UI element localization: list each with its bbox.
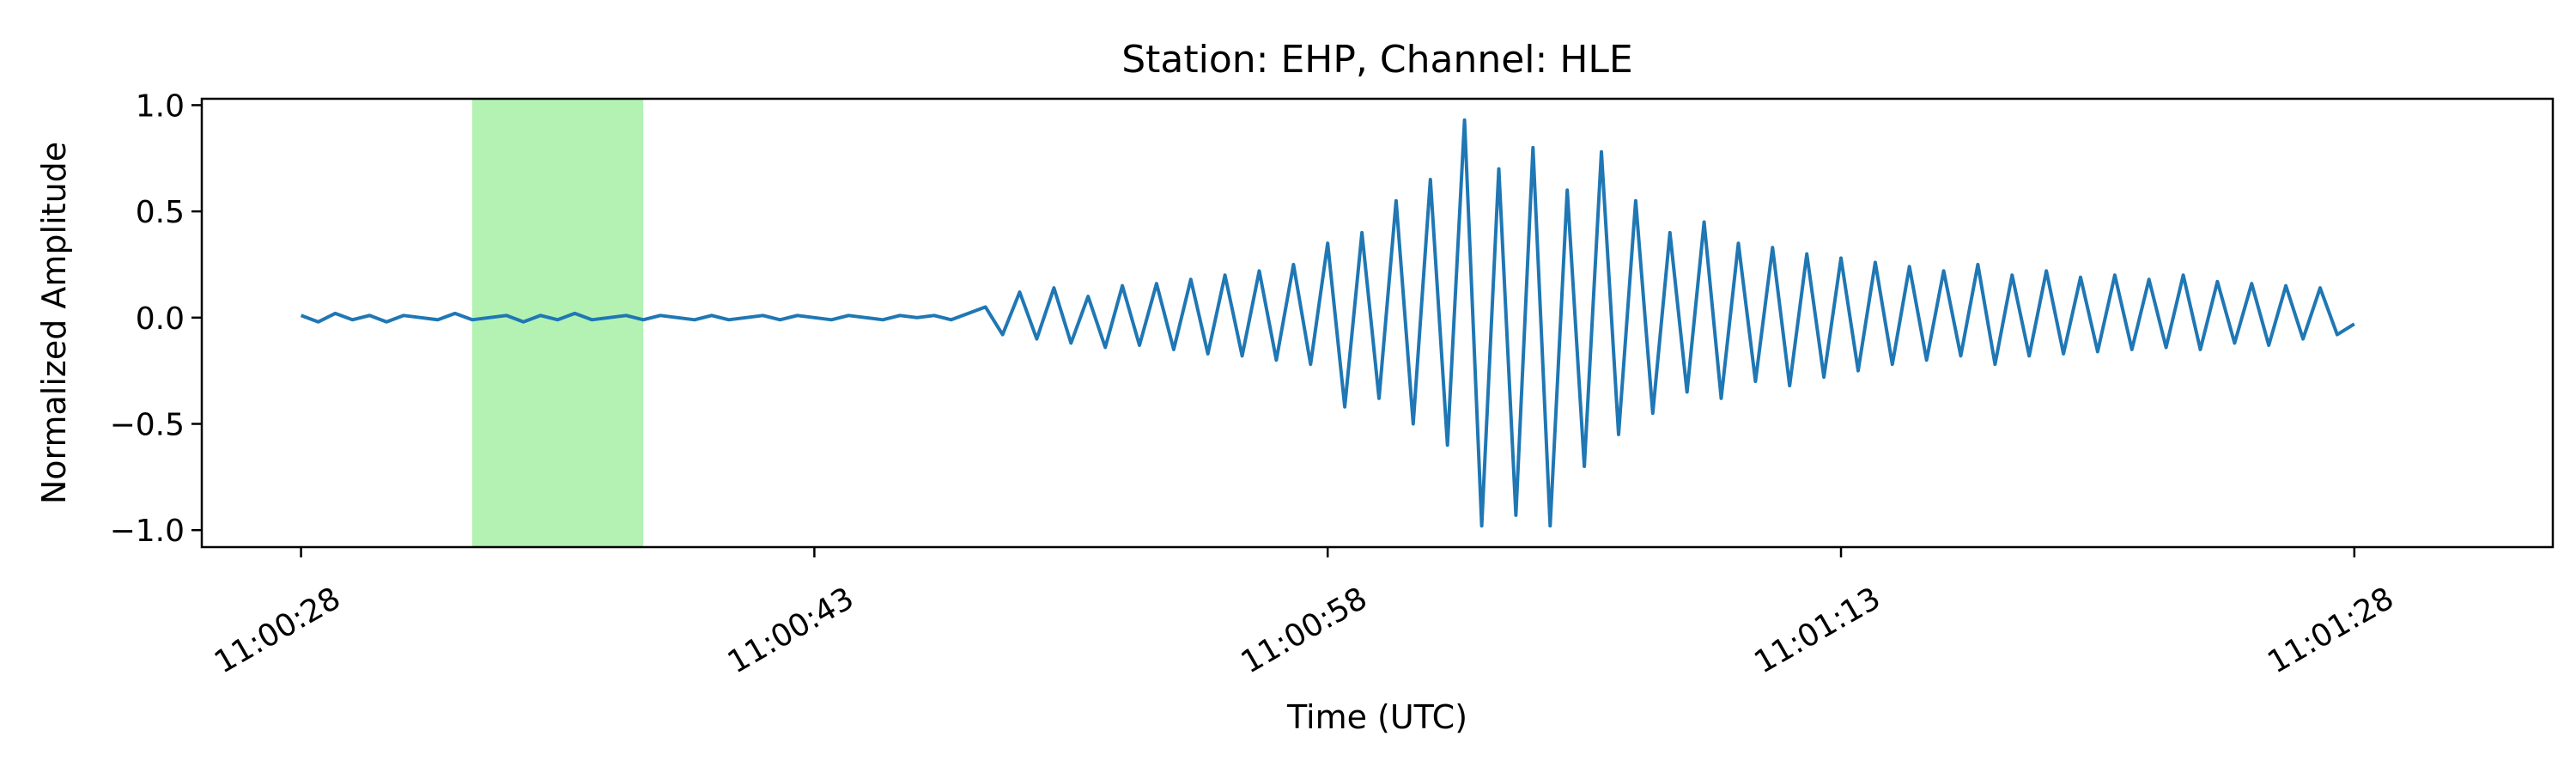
y-axis-ticks: 1.0 0.5 0.0 −0.5 −1.0	[110, 88, 202, 549]
y-tick-label: −0.5	[110, 408, 185, 443]
chart-title: Station: EHP, Channel: HLE	[1121, 38, 1632, 82]
y-tick-label: 0.5	[136, 195, 185, 230]
x-axis-label: Time (UTC)	[1286, 698, 1467, 736]
y-axis-label: Normalized Amplitude	[35, 142, 73, 504]
axes-frame	[200, 97, 2555, 549]
y-tick-label: 0.0	[136, 301, 185, 337]
y-tick-label: 1.0	[136, 88, 185, 124]
highlight-window	[471, 99, 644, 547]
plot-area	[300, 99, 2355, 547]
waveform-series-line	[300, 118, 2355, 528]
y-tick-label: −1.0	[110, 514, 185, 549]
